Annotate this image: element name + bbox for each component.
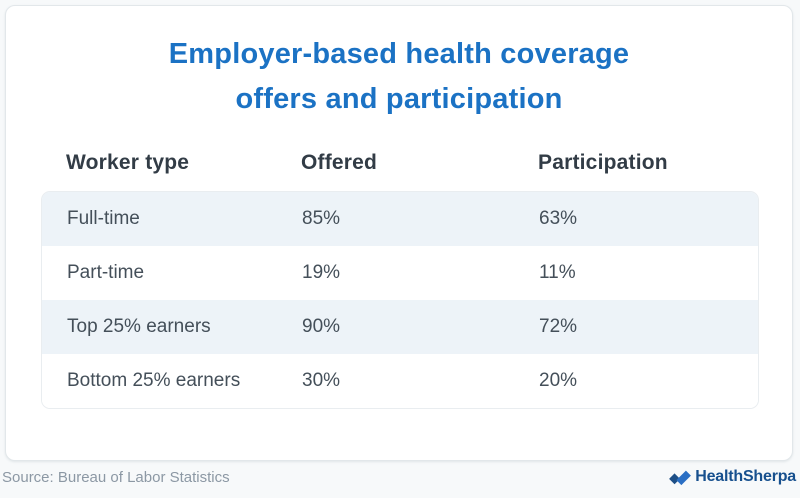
cell-participation: 63%	[539, 208, 578, 229]
cell-worker-type: Bottom 25% earners	[67, 370, 241, 391]
table-row: Top 25% earners 90% 72%	[42, 300, 758, 354]
table-row: Full-time 85% 63%	[42, 192, 758, 246]
cell-worker-type: Part-time	[67, 262, 145, 283]
cell-offered: 85%	[302, 208, 341, 229]
column-header-worker-type: Worker type	[66, 151, 190, 174]
chart-title-line1: Employer-based health coverage	[168, 38, 630, 70]
table-header-row: Worker type Offered Participation	[41, 148, 759, 178]
column-header-offered: Offered	[301, 151, 378, 174]
cell-participation: 72%	[539, 316, 578, 337]
brand-wordmark: HealthSherpa	[695, 468, 796, 485]
chart-title-line2: offers and participation	[235, 83, 563, 115]
chart-title: Employer-based health coverage offers an…	[6, 32, 792, 122]
healthsherpa-heart-icon	[669, 470, 692, 486]
cell-offered: 19%	[302, 262, 341, 283]
source-attribution: Source: Bureau of Labor Statistics	[2, 468, 230, 486]
cell-participation: 20%	[539, 370, 578, 391]
healthsherpa-logo: HealthSherpa	[669, 467, 796, 487]
footer: Source: Bureau of Labor Statistics Healt…	[0, 462, 800, 498]
cell-offered: 90%	[302, 316, 341, 337]
column-header-participation: Participation	[538, 151, 668, 174]
data-table: Full-time 85% 63% Part-time 19% 11% Top …	[41, 191, 759, 409]
cell-worker-type: Top 25% earners	[67, 316, 211, 337]
table-row: Bottom 25% earners 30% 20%	[42, 354, 758, 408]
infographic-card: Employer-based health coverage offers an…	[5, 5, 793, 461]
cell-participation: 11%	[539, 262, 576, 283]
cell-worker-type: Full-time	[67, 208, 140, 229]
table-row: Part-time 19% 11%	[42, 246, 758, 300]
cell-offered: 30%	[302, 370, 341, 391]
